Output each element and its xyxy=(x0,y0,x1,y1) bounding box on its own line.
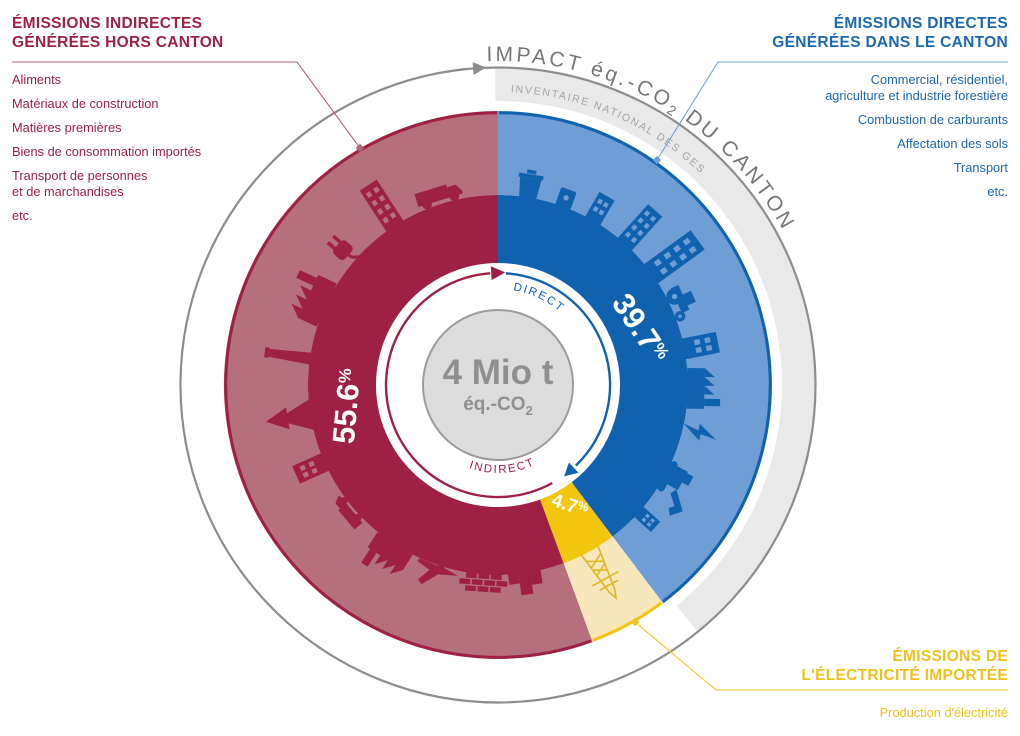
legend-electricity-title: ÉMISSIONS DE L'ÉLECTRICITÉ IMPORTÉE xyxy=(678,647,1008,685)
indirect-building2-icon xyxy=(292,453,330,484)
direct-building2-icon xyxy=(584,191,615,226)
direct-flow-arrow-icon xyxy=(564,462,579,477)
indirect-chimney-icon xyxy=(264,347,312,365)
outer-reading-circle xyxy=(179,66,817,704)
indirect-factory-icon xyxy=(291,270,337,327)
direct-leader-line xyxy=(656,61,1008,161)
legend-electricity-title-line1: ÉMISSIONS DE xyxy=(892,648,1008,665)
direct-tractor-icon xyxy=(666,284,696,322)
legend-item: Matériaux de construction xyxy=(12,96,159,111)
indirect-truck-icon xyxy=(335,495,363,530)
legend-direct-title-line1: ÉMISSIONS DIRECTES xyxy=(833,15,1008,32)
segment-indirect-edge xyxy=(224,111,592,659)
legend-item: etc. xyxy=(987,183,1008,199)
legend-direct: ÉMISSIONS DIRECTES GÉNÉRÉES DANS LE CANTO… xyxy=(678,14,1008,208)
center-total-value: 4 Mio t xyxy=(443,353,554,392)
indirect-building1-icon xyxy=(359,179,404,233)
segment-direct-outer xyxy=(498,111,772,604)
legend-indirect-items: Aliments Matériaux de construction Matière… xyxy=(12,72,324,223)
segment-indirect-outer xyxy=(223,111,593,659)
legend-item: Transport xyxy=(953,159,1008,175)
direct-building2-icon xyxy=(633,506,661,533)
center-disc xyxy=(422,309,574,461)
indirect-steps-icon xyxy=(507,569,543,596)
indirect-plane-icon xyxy=(417,558,458,585)
ghg-inventory-band xyxy=(495,67,816,632)
indirect-tree-icon xyxy=(265,399,314,430)
indirect-plug-icon xyxy=(326,234,365,261)
legend-indirect-title: ÉMISSIONS INDIRECTES GÉNÉRÉES HORS CANTON xyxy=(12,14,324,52)
indirect-flow-arrow-icon xyxy=(490,266,506,281)
legend-direct-items: Commercial, résidentiel, agriculture et … xyxy=(678,72,1008,199)
indirect-leader-dot xyxy=(355,143,365,153)
segment-electricity-inner xyxy=(540,482,613,564)
direct-building2-icon xyxy=(681,331,720,360)
legend-item: Matières premières xyxy=(12,120,122,135)
electricity-leader-line xyxy=(634,621,1008,691)
legend-item: Production d'électricité xyxy=(879,705,1008,720)
legend-item: Transport de personnes et de marchandise… xyxy=(12,168,148,199)
direct-factory-icon xyxy=(686,368,721,409)
segment-electricity-edge xyxy=(592,601,663,642)
legend-indirect-title-line2: GÉNÉRÉES HORS CANTON xyxy=(12,34,224,51)
direct-barrel-icon xyxy=(555,187,577,210)
indirect-truck-icon xyxy=(414,184,463,210)
segment-indirect-inner xyxy=(307,194,564,575)
direct-building1-icon xyxy=(643,230,705,284)
segment-indirect-value-label: 55.6% xyxy=(326,367,367,445)
legend-item: Combustion de carburants xyxy=(857,111,1008,127)
direct-excavator-icon xyxy=(657,461,694,516)
indirect-leader-line xyxy=(12,61,361,149)
indirect-factory-icon xyxy=(361,532,413,574)
segment-electricity-outer xyxy=(563,536,664,643)
legend-item: Affectation des sols xyxy=(897,135,1008,151)
segment-direct-inner xyxy=(498,195,688,537)
indirect-flow-arc xyxy=(384,272,553,499)
direct-flow-arc xyxy=(505,272,612,467)
legend-electricity-title-line2: L'ÉLECTRICITÉ IMPORTÉE xyxy=(801,667,1008,684)
legend-item: etc. xyxy=(12,207,33,223)
legend-indirect: ÉMISSIONS INDIRECTES GÉNÉRÉES HORS CANTON… xyxy=(12,14,324,232)
direct-bolt-icon xyxy=(683,423,717,441)
direct-building1-icon xyxy=(617,204,663,251)
legend-direct-title-line2: GÉNÉRÉES DANS LE CANTON xyxy=(772,34,1008,51)
legend-item: Commercial, résidentiel, agriculture et … xyxy=(825,72,1008,103)
indirect-wall-icon xyxy=(459,572,508,593)
legend-electricity-items: Production d'électricité xyxy=(678,705,1008,721)
direct-bin-icon xyxy=(518,169,544,200)
reading-direction-arrow-icon xyxy=(472,62,487,75)
electricity-pylon-icon xyxy=(580,545,619,601)
legend-electricity: ÉMISSIONS DE L'ÉLECTRICITÉ IMPORTÉE Produ… xyxy=(678,647,1008,729)
center-total-unit: éq.-CO2 xyxy=(463,394,533,418)
direct-flow-label: DIRECT xyxy=(512,281,566,315)
legend-item: Aliments xyxy=(12,72,62,87)
legend-item: Biens de consommation importés xyxy=(12,144,202,159)
legend-indirect-title-line1: ÉMISSIONS INDIRECTES xyxy=(12,15,203,32)
segment-direct-edge xyxy=(498,111,772,603)
legend-direct-title: ÉMISSIONS DIRECTES GÉNÉRÉES DANS LE CANTO… xyxy=(678,14,1008,52)
